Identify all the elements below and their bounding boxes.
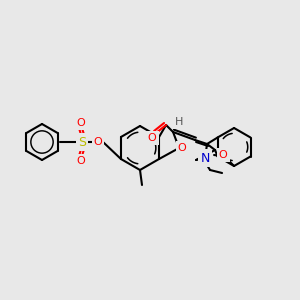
- Text: N: N: [200, 152, 210, 164]
- Text: O: O: [148, 133, 156, 143]
- Text: H: H: [175, 117, 183, 127]
- Text: S: S: [78, 136, 86, 148]
- Text: O: O: [219, 150, 227, 160]
- Text: O: O: [178, 143, 186, 153]
- Text: O: O: [76, 156, 85, 166]
- Text: O: O: [76, 118, 85, 128]
- Text: O: O: [94, 137, 102, 147]
